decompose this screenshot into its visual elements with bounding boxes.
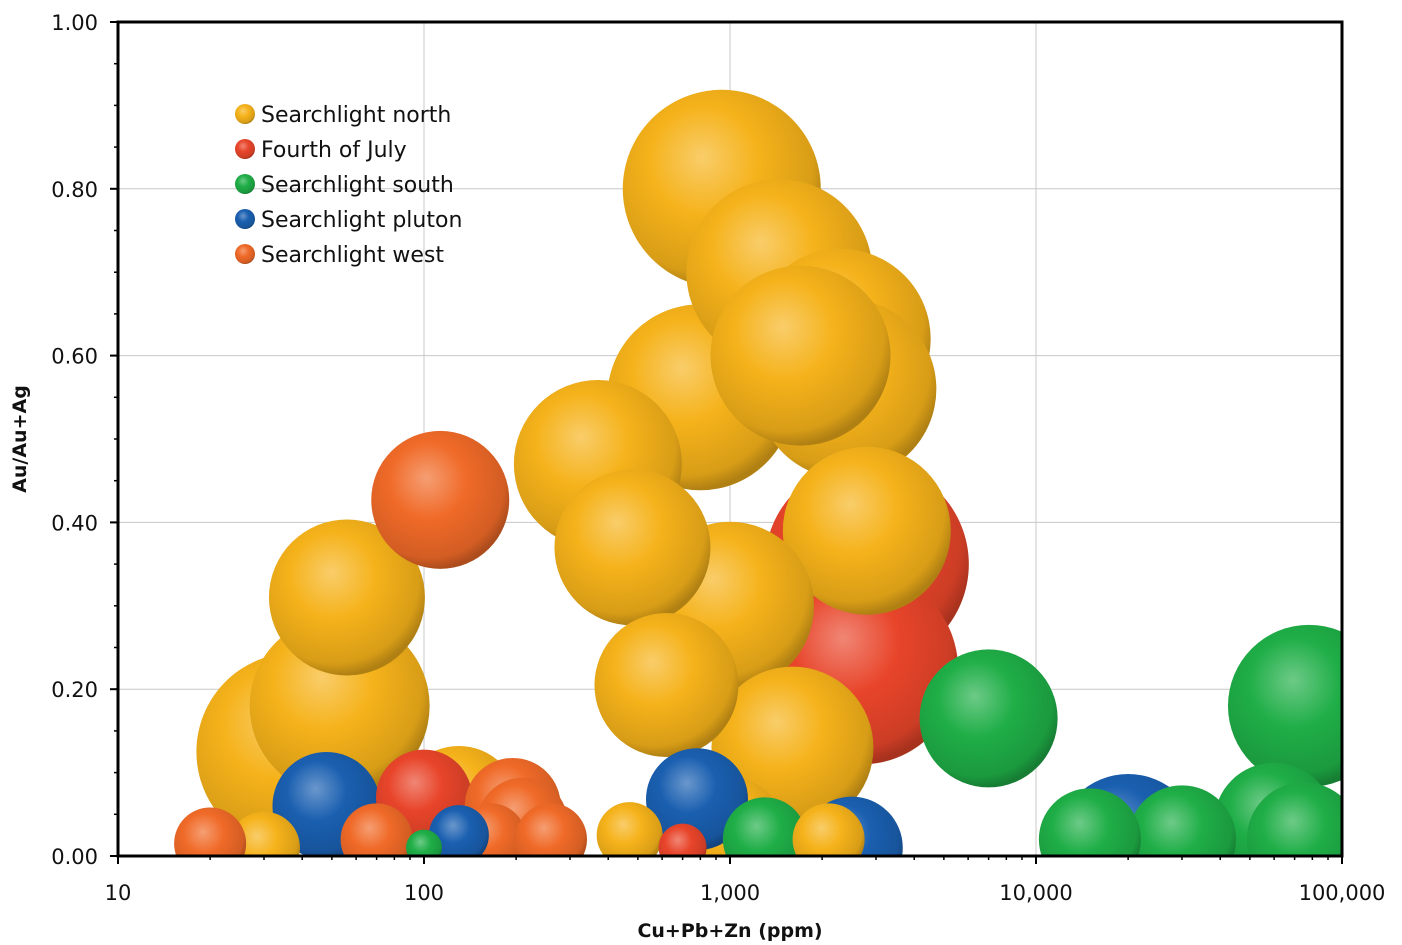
legend-label: Searchlight west [261, 243, 444, 268]
legend-label: Searchlight north [261, 103, 451, 128]
bubble-searchlight-west [340, 803, 413, 856]
bubble-searchlight-west [371, 430, 510, 569]
x-tick-label: 1,000 [700, 881, 760, 905]
x-tick-label: 100 [404, 881, 444, 905]
y-tick-label: 0.00 [51, 845, 98, 869]
bubble-searchlight-pluton [428, 805, 489, 856]
legend-label: Fourth of July [261, 138, 407, 163]
legend-marker [235, 244, 255, 264]
bubble-searchlight-pluton [645, 748, 748, 851]
legend-item: Searchlight west [235, 243, 444, 268]
bubble-searchlight-north [782, 446, 951, 615]
bubble-searchlight-north [710, 265, 891, 446]
bubble-searchlight-north [554, 469, 711, 626]
bubble-searchlight-south [919, 649, 1058, 788]
bubble-searchlight-north [268, 519, 425, 676]
bubble-searchlight-south [1038, 788, 1141, 856]
bubble-searchlight-south [1246, 782, 1342, 856]
legend-marker [235, 139, 255, 159]
legend-item: Searchlight south [235, 173, 454, 198]
legend-item: Searchlight north [235, 103, 451, 128]
x-axis-title: Cu+Pb+Zn (ppm) [637, 920, 822, 942]
y-tick-label: 1.00 [51, 11, 98, 35]
y-tick-label: 0.60 [51, 345, 98, 369]
bubble-searchlight-west [514, 803, 587, 856]
x-tick-label: 10,000 [999, 881, 1072, 905]
axis-ticks: 10 100 1,000 10,000 100,000 0.00 0.20 0.40 0.60 0… [51, 11, 1385, 905]
bubble-searchlight-south [1228, 624, 1342, 787]
x-tick-label: 100,000 [1299, 881, 1386, 905]
bubble-searchlight-north [792, 803, 865, 856]
bubble-searchlight-north [594, 613, 739, 758]
legend: Searchlight north Fourth of July Searchlig… [235, 103, 462, 268]
x-tick-label: 10 [105, 881, 132, 905]
y-tick-label: 0.40 [51, 511, 98, 535]
bubble-layer [174, 89, 1342, 856]
bubble-searchlight-south [406, 829, 442, 856]
legend-marker [235, 174, 255, 194]
y-tick-label: 0.80 [51, 178, 98, 202]
legend-marker [235, 104, 255, 124]
legend-marker [235, 209, 255, 229]
bubble-searchlight-south [1128, 785, 1236, 856]
legend-item: Searchlight pluton [235, 208, 462, 233]
bubble-searchlight-south [722, 797, 807, 856]
y-tick-label: 0.20 [51, 678, 98, 702]
y-axis-title: Au/Au+Ag [9, 385, 31, 493]
legend-item: Fourth of July [235, 138, 407, 163]
bubble-searchlight-north [596, 802, 663, 856]
legend-label: Searchlight south [261, 173, 454, 198]
bubble-searchlight-west [174, 807, 247, 856]
bubble-fourth-of-july [658, 823, 707, 856]
legend-label: Searchlight pluton [261, 208, 462, 233]
